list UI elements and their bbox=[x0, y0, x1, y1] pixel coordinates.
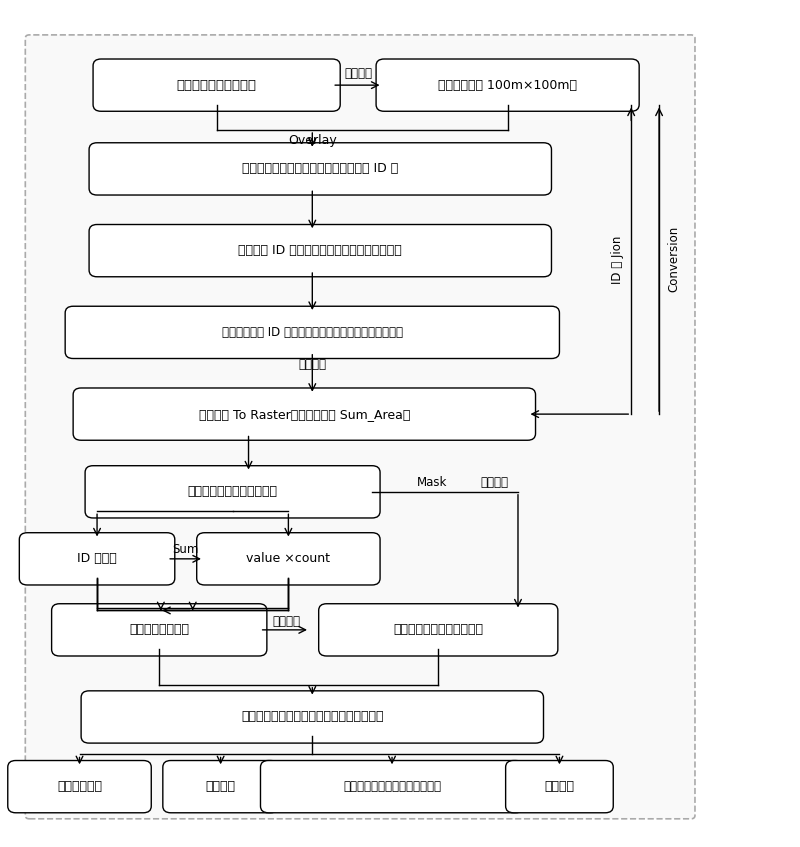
Text: 基于网格 ID 码统计各地类矢量数据单元格面积: 基于网格 ID 码统计各地类矢量数据单元格面积 bbox=[238, 244, 402, 257]
FancyBboxPatch shape bbox=[65, 307, 559, 358]
Text: 城市规划: 城市规划 bbox=[206, 780, 236, 793]
Text: 土地利用成分比例栅格数据: 土地利用成分比例栅格数据 bbox=[187, 485, 278, 498]
Text: 阈值控制: 阈值控制 bbox=[273, 615, 301, 628]
Text: 格式转换 To Raster（转换字段为 Sum_Area）: 格式转换 To Raster（转换字段为 Sum_Area） bbox=[198, 407, 410, 421]
Text: value ×count: value ×count bbox=[246, 552, 330, 565]
FancyBboxPatch shape bbox=[26, 35, 695, 819]
FancyBboxPatch shape bbox=[197, 533, 380, 585]
Text: 范围控制: 范围控制 bbox=[345, 67, 373, 80]
Text: 土地利用类型空间尺度转换与空间配置数据: 土地利用类型空间尺度转换与空间配置数据 bbox=[241, 711, 383, 723]
FancyBboxPatch shape bbox=[261, 761, 523, 813]
Text: 气候变化: 气候变化 bbox=[545, 780, 574, 793]
FancyBboxPatch shape bbox=[93, 59, 340, 111]
Text: 地理信息工程以及土地利用决策: 地理信息工程以及土地利用决策 bbox=[343, 780, 441, 793]
Text: ID 码 Jion: ID 码 Jion bbox=[611, 235, 624, 284]
Text: 地类面积统计报表: 地类面积统计报表 bbox=[130, 623, 190, 636]
Text: 尺度转换: 尺度转换 bbox=[480, 476, 508, 489]
Text: 地理网格（如 100m×100m）: 地理网格（如 100m×100m） bbox=[438, 79, 577, 91]
FancyBboxPatch shape bbox=[376, 59, 639, 111]
Text: Overlay: Overlay bbox=[288, 134, 337, 147]
Text: 精度检查: 精度检查 bbox=[298, 358, 326, 371]
FancyBboxPatch shape bbox=[89, 224, 551, 277]
FancyBboxPatch shape bbox=[318, 604, 558, 656]
FancyBboxPatch shape bbox=[506, 761, 614, 813]
FancyBboxPatch shape bbox=[85, 466, 380, 518]
Text: ID 码标示: ID 码标示 bbox=[77, 552, 117, 565]
Text: 获取空间网格上面积最大值: 获取空间网格上面积最大值 bbox=[394, 623, 483, 636]
FancyBboxPatch shape bbox=[8, 761, 151, 813]
FancyBboxPatch shape bbox=[73, 388, 535, 440]
Text: 国土资源管理: 国土资源管理 bbox=[57, 780, 102, 793]
Text: 土地利用空间矢量数据: 土地利用空间矢量数据 bbox=[177, 79, 257, 91]
Text: Conversion: Conversion bbox=[667, 226, 680, 292]
Text: 土地利用矢量数据逐地类单独继承网格 ID 码: 土地利用矢量数据逐地类单独继承网格 ID 码 bbox=[242, 163, 398, 175]
Text: Sum: Sum bbox=[172, 543, 198, 556]
Text: 导出基于网格 ID 码统计各地类矢量数据单元格面积报表: 导出基于网格 ID 码统计各地类矢量数据单元格面积报表 bbox=[222, 326, 403, 339]
FancyBboxPatch shape bbox=[81, 691, 543, 743]
Text: Mask: Mask bbox=[417, 476, 447, 489]
FancyBboxPatch shape bbox=[19, 533, 174, 585]
FancyBboxPatch shape bbox=[163, 761, 278, 813]
FancyBboxPatch shape bbox=[52, 604, 267, 656]
FancyBboxPatch shape bbox=[89, 143, 551, 195]
